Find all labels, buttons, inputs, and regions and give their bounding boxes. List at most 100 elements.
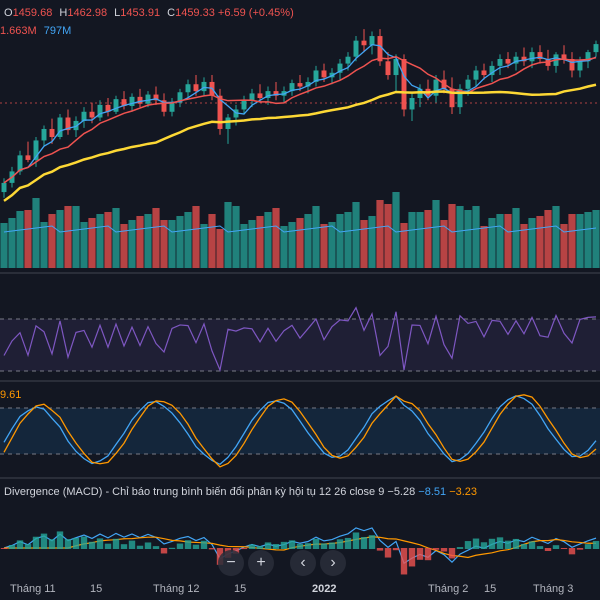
macd-bar bbox=[496, 537, 504, 549]
macd-hist: −3.23 bbox=[449, 486, 478, 498]
scroll-right-button[interactable]: › bbox=[320, 550, 346, 576]
volume-bar bbox=[120, 224, 128, 268]
rsi-line bbox=[3, 306, 597, 373]
volume-bar bbox=[32, 198, 40, 268]
macd-bar bbox=[448, 548, 456, 559]
ohlc-legend: O1459.68 H1462.98 L1453.91 C1459.33 +6.5… bbox=[0, 7, 294, 19]
macd-bar bbox=[144, 542, 152, 549]
candle-body bbox=[113, 99, 119, 112]
volume-bar bbox=[488, 218, 496, 268]
macd-bar bbox=[368, 535, 376, 549]
volume-bar bbox=[56, 210, 64, 268]
macd-bar bbox=[24, 544, 32, 549]
volume-bar bbox=[536, 216, 544, 268]
macd-signal: −8.51 bbox=[418, 486, 447, 498]
macd-bar bbox=[40, 533, 48, 549]
candle-body bbox=[577, 61, 583, 71]
candle-body bbox=[393, 59, 399, 76]
macd-bar bbox=[568, 548, 576, 555]
candle-body bbox=[105, 104, 111, 112]
candle-body bbox=[353, 40, 359, 57]
macd-bar bbox=[512, 538, 520, 549]
volume-bar bbox=[200, 224, 208, 268]
stoch-k-line bbox=[3, 395, 597, 466]
indicator-lines bbox=[3, 43, 597, 565]
candle-body bbox=[489, 65, 495, 76]
macd-bar bbox=[88, 541, 96, 549]
open-value: 1459.68 bbox=[12, 7, 53, 19]
macd-bar bbox=[168, 547, 176, 549]
volume-bar bbox=[176, 216, 184, 268]
candle-body bbox=[433, 79, 439, 96]
volume-bar bbox=[480, 226, 488, 268]
volume-average: 797M bbox=[43, 25, 72, 37]
volume-bar bbox=[336, 214, 344, 268]
candle-body bbox=[89, 111, 95, 118]
volume-bar bbox=[192, 206, 200, 268]
candle-body bbox=[73, 120, 79, 131]
candle-body bbox=[97, 104, 103, 118]
macd-bar bbox=[136, 545, 144, 549]
volume-bar bbox=[456, 206, 464, 268]
macd-bar bbox=[56, 531, 64, 549]
macd-bar bbox=[552, 545, 560, 549]
macd-bar bbox=[480, 542, 488, 549]
macd-bar bbox=[192, 544, 200, 549]
macd-bar bbox=[72, 537, 80, 549]
volume-bar bbox=[232, 206, 240, 268]
scroll-left-button[interactable]: ‹ bbox=[290, 550, 316, 576]
macd-bar bbox=[344, 537, 352, 549]
candle-body bbox=[81, 111, 87, 121]
change-value: +6.59 (+0.45%) bbox=[217, 7, 294, 19]
chart-controls: − + ‹ › bbox=[218, 550, 346, 576]
candle-body bbox=[297, 83, 303, 87]
volume-bar bbox=[520, 224, 528, 268]
macd-bar bbox=[416, 548, 424, 560]
macd-bar bbox=[456, 547, 464, 549]
macd-title: Divergence (MACD) - Chỉ báo trung bình b… bbox=[4, 486, 385, 498]
volume-bar bbox=[40, 222, 48, 268]
macd-bar bbox=[440, 548, 448, 552]
volume-bar bbox=[328, 222, 336, 268]
macd-bar bbox=[464, 541, 472, 549]
volume-bar bbox=[264, 212, 272, 268]
x-tick: 15 bbox=[90, 583, 103, 595]
volume-bar bbox=[48, 214, 56, 268]
volume-bar bbox=[280, 226, 288, 268]
macd-bar bbox=[472, 538, 480, 549]
candle-body bbox=[249, 93, 255, 101]
close-key: C bbox=[167, 7, 176, 19]
candle-body bbox=[385, 61, 391, 76]
volume-bar bbox=[72, 206, 80, 268]
volume-bar bbox=[352, 202, 360, 268]
macd-bar bbox=[520, 544, 528, 549]
macd-bar bbox=[408, 548, 416, 567]
close-value: 1459.33 bbox=[175, 7, 215, 19]
macd-bar bbox=[384, 548, 392, 558]
volume-bar bbox=[424, 210, 432, 268]
macd-bar bbox=[328, 542, 336, 549]
ma-mid-line bbox=[3, 55, 597, 184]
volume-bar bbox=[144, 214, 152, 268]
macd-bar bbox=[352, 532, 360, 549]
volume-bar bbox=[8, 218, 16, 268]
macd-bar bbox=[272, 544, 280, 549]
candle-body bbox=[457, 88, 463, 108]
macd-bar bbox=[424, 548, 432, 561]
volume-bar bbox=[344, 212, 352, 268]
volume-bar bbox=[64, 206, 72, 268]
volume-bar bbox=[504, 214, 512, 268]
high-key: H bbox=[59, 7, 68, 19]
candle-body bbox=[17, 155, 23, 172]
volume-bar bbox=[584, 212, 592, 268]
candle-body bbox=[153, 94, 159, 101]
zoom-out-button[interactable]: − bbox=[218, 550, 244, 576]
volume-bar bbox=[128, 220, 136, 268]
candle-body bbox=[401, 59, 407, 110]
x-tick: 15 bbox=[484, 583, 497, 595]
zoom-in-button[interactable]: + bbox=[248, 550, 274, 576]
x-tick: 2022 bbox=[312, 583, 337, 595]
volume-bar bbox=[408, 212, 416, 268]
candle-body bbox=[121, 99, 127, 107]
